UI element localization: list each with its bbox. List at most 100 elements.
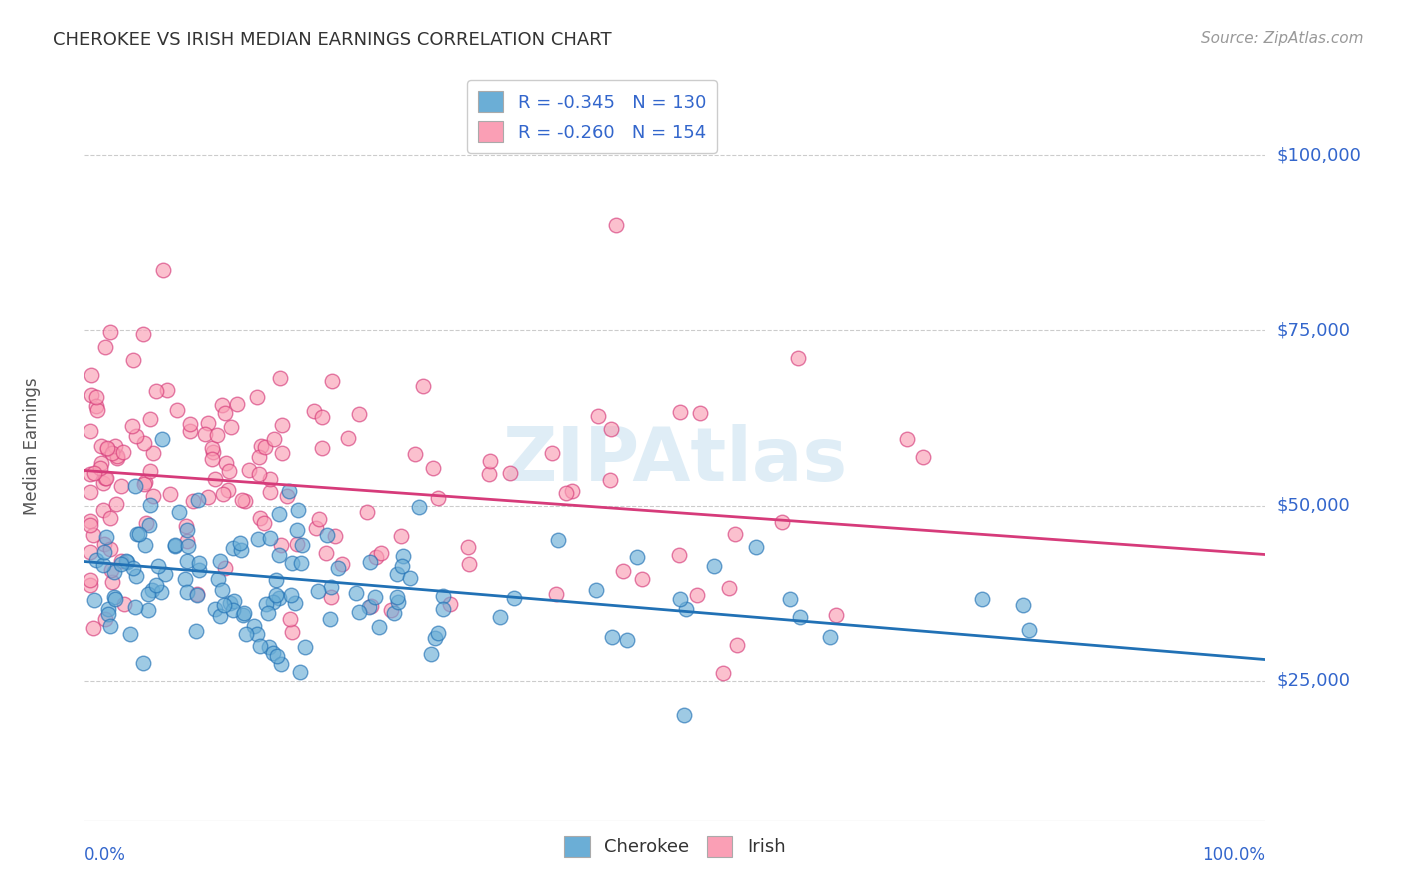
Point: [382, 606, 405, 620]
Point: [426, 626, 449, 640]
Point: [139, 498, 162, 512]
Point: [585, 583, 607, 598]
Point: [94, 471, 117, 485]
Point: [231, 493, 253, 508]
Point: [91, 475, 114, 490]
Point: [128, 526, 150, 541]
Point: [311, 441, 333, 455]
Point: [896, 432, 918, 446]
Point: [458, 558, 481, 572]
Point: [285, 523, 308, 537]
Point: [249, 511, 271, 525]
Point: [302, 404, 325, 418]
Point: [134, 475, 156, 490]
Point: [280, 588, 302, 602]
Point: [560, 484, 582, 499]
Point: [555, 486, 578, 500]
Point: [498, 466, 520, 480]
Point: [673, 708, 696, 723]
Point: [91, 503, 114, 517]
Point: [669, 591, 692, 606]
Point: [204, 601, 226, 615]
Point: [83, 593, 105, 607]
Point: [86, 390, 108, 404]
Point: [186, 588, 208, 602]
Point: [368, 620, 391, 634]
Point: [391, 558, 413, 573]
Point: [281, 625, 304, 640]
Point: [246, 390, 269, 404]
Point: [325, 529, 347, 543]
Point: [201, 451, 224, 466]
Point: [779, 592, 801, 607]
Point: [284, 596, 307, 610]
Point: [104, 439, 127, 453]
Point: [675, 602, 697, 616]
Point: [316, 527, 339, 541]
Point: [599, 473, 621, 487]
Point: [222, 603, 245, 617]
Point: [243, 619, 266, 633]
Point: [103, 565, 125, 579]
Point: [226, 397, 249, 411]
Point: [132, 436, 155, 450]
Point: [89, 461, 111, 475]
Point: [105, 497, 128, 511]
Point: [139, 464, 162, 478]
Point: [96, 442, 118, 456]
Point: [176, 533, 198, 548]
Point: [387, 595, 409, 609]
Point: [259, 531, 281, 545]
Point: [209, 554, 232, 568]
Point: [211, 583, 233, 598]
Point: [125, 527, 148, 541]
Point: [79, 578, 101, 592]
Point: [725, 638, 748, 652]
Point: [479, 453, 502, 467]
Point: [385, 567, 408, 582]
Point: [380, 603, 402, 617]
Point: [79, 514, 101, 528]
Point: [176, 523, 198, 537]
Point: [269, 548, 291, 562]
Point: [370, 545, 392, 559]
Point: [264, 588, 287, 602]
Text: $25,000: $25,000: [1277, 672, 1351, 690]
Point: [786, 351, 808, 366]
Point: [616, 633, 638, 648]
Point: [408, 500, 430, 514]
Point: [330, 558, 353, 572]
Point: [912, 450, 935, 464]
Point: [96, 442, 118, 457]
Point: [176, 585, 198, 599]
Point: [820, 630, 842, 644]
Point: [668, 548, 690, 562]
Point: [249, 639, 271, 653]
Point: [347, 407, 370, 421]
Point: [745, 540, 768, 554]
Point: [194, 426, 217, 441]
Point: [142, 446, 165, 460]
Point: [134, 477, 156, 491]
Point: [104, 592, 127, 607]
Point: [134, 538, 156, 552]
Point: [422, 461, 444, 475]
Point: [142, 489, 165, 503]
Point: [257, 640, 280, 654]
Point: [79, 485, 101, 500]
Point: [204, 472, 226, 486]
Point: [360, 599, 382, 613]
Point: [150, 585, 173, 599]
Point: [262, 595, 284, 609]
Point: [359, 600, 381, 615]
Point: [359, 555, 381, 569]
Point: [93, 537, 115, 551]
Point: [145, 384, 167, 398]
Point: [135, 516, 157, 530]
Point: [215, 456, 238, 470]
Point: [262, 646, 284, 660]
Point: [266, 649, 288, 664]
Point: [218, 464, 240, 478]
Text: ZIPAtlas: ZIPAtlas: [502, 425, 848, 498]
Point: [159, 487, 181, 501]
